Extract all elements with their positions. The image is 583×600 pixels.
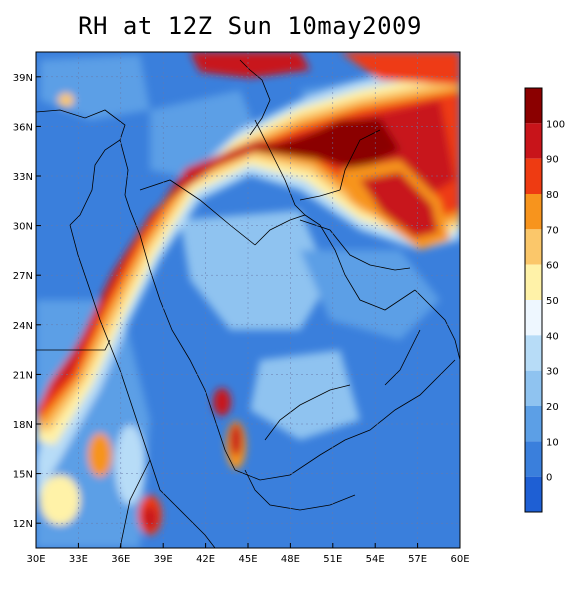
colorbar-label: 80	[546, 190, 559, 201]
colorbar-label: 0	[546, 473, 552, 484]
lon-tick-label: 30E	[26, 554, 45, 565]
colorbar-label: 30	[546, 367, 559, 378]
lon-tick-label: 51E	[323, 554, 342, 565]
lat-tick-label: 36N	[13, 122, 33, 133]
lat-tick-label: 21N	[13, 370, 33, 381]
colorbar-label: 20	[546, 402, 559, 413]
map-title: RH at 12Z Sun 10may2009	[78, 12, 422, 40]
axis-ticks: 30E 33E 36E 39E 42E 45E 48E 51E 54E 57E 60E 39N 36N 3…	[13, 73, 470, 565]
colorbar-swatch	[525, 300, 542, 336]
colorbar-swatch	[525, 88, 542, 124]
colorbar-swatch	[525, 264, 542, 300]
lat-tick-label: 33N	[13, 172, 33, 183]
colorbar-label: 40	[546, 331, 559, 342]
lon-tick-label: 45E	[238, 554, 257, 565]
country-borders	[36, 59, 460, 548]
colorbar-swatch	[525, 158, 542, 194]
lat-tick-label: 24N	[13, 321, 33, 332]
colorbar-swatch	[525, 476, 542, 512]
lat-tick-label: 12N	[13, 519, 33, 530]
colorbar-swatch	[525, 335, 542, 371]
colorbar-swatch	[525, 229, 542, 265]
rh-field	[36, 52, 460, 548]
colorbar-label: 10	[546, 437, 559, 448]
lon-tick-label: 33E	[69, 554, 88, 565]
lat-tick-label: 30N	[13, 222, 33, 233]
lon-tick-label: 57E	[408, 554, 427, 565]
colorbar-swatch	[525, 406, 542, 442]
lon-tick-label: 48E	[281, 554, 300, 565]
colorbar-label: 90	[546, 155, 559, 166]
colorbar-label: 100	[546, 119, 565, 130]
lat-tick-label: 27N	[13, 271, 33, 282]
colorbar-swatch	[525, 123, 542, 159]
colorbar-label: 70	[546, 225, 559, 236]
lon-tick-label: 42E	[196, 554, 215, 565]
lat-tick-label: 18N	[13, 420, 33, 431]
colorbar-swatch	[525, 370, 542, 406]
lat-tick-label: 15N	[13, 470, 33, 481]
lon-tick-label: 39E	[154, 554, 173, 565]
colorbar-swatch	[525, 194, 542, 230]
colorbar-label: 60	[546, 261, 559, 272]
graticule	[36, 52, 460, 548]
lon-tick-label: 54E	[366, 554, 385, 565]
lon-tick-label: 36E	[111, 554, 130, 565]
colorbar-swatch	[525, 441, 542, 477]
lon-tick-label: 60E	[450, 554, 469, 565]
lat-tick-label: 39N	[13, 73, 33, 84]
colorbar-label: 50	[546, 296, 559, 307]
